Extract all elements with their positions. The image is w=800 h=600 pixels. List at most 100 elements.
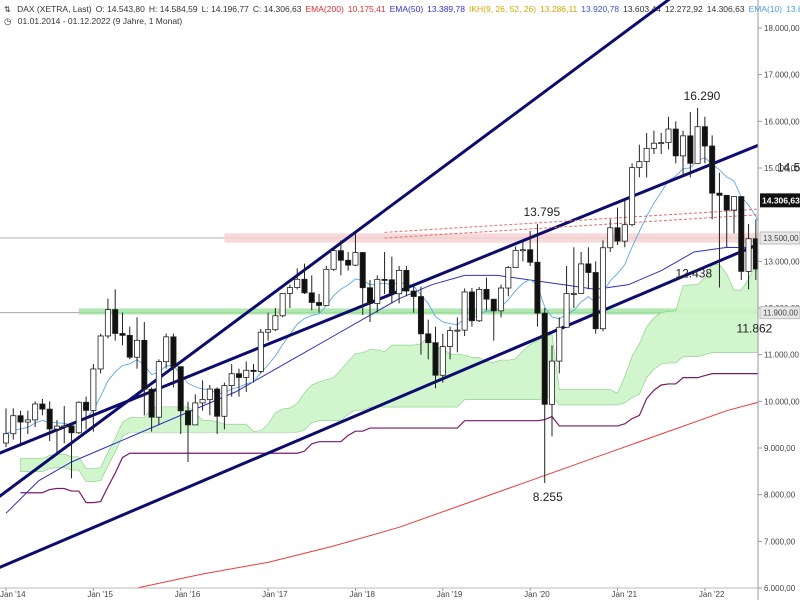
price-annotation: 13.795 <box>523 205 560 219</box>
legend-entry: 13.819,33 <box>786 4 800 14</box>
y-tick-label: 15.000,00 <box>764 164 800 173</box>
legend-entry: 10.175,41 <box>347 4 386 14</box>
y-tick-label: 6.000,00 <box>764 584 796 593</box>
candle-body <box>374 279 381 304</box>
x-tick-label: Jan '15 <box>87 590 113 599</box>
resistance-line <box>384 214 758 239</box>
candle-body <box>272 315 279 331</box>
candle <box>243 361 250 392</box>
candle-body <box>345 259 352 266</box>
level-label-box: 13.500,00 <box>759 231 800 245</box>
candle <box>607 219 614 252</box>
x-tick-label: Jan '17 <box>262 590 288 599</box>
candle-body <box>366 287 373 304</box>
candle-body <box>279 293 286 317</box>
candle <box>228 364 235 397</box>
candle <box>265 312 272 341</box>
candle <box>359 252 366 315</box>
candle-body <box>461 291 468 331</box>
candle <box>316 294 323 313</box>
legend-entry: DAX (XETRA, Last) <box>17 4 92 14</box>
candle <box>592 261 599 334</box>
candle <box>53 420 60 453</box>
ema200-line <box>134 401 758 588</box>
candle-body <box>301 278 308 294</box>
candle <box>221 382 228 430</box>
candle-body <box>439 346 446 376</box>
x-tick-label: Jan '19 <box>437 590 463 599</box>
candle <box>425 319 432 360</box>
candle-body <box>417 296 424 335</box>
date-range-row: ◷ 01.01.2014 - 01.12.2022 (9 Jahre, 1 Mo… <box>4 16 186 27</box>
candle-body <box>163 336 170 363</box>
candle <box>585 247 592 290</box>
candle-body <box>527 249 534 263</box>
instrument-icon: ⇅ <box>4 5 11 14</box>
candle-body <box>447 330 454 347</box>
candle-body <box>177 366 184 412</box>
candle-body <box>701 126 708 147</box>
candle-body <box>761 269 766 303</box>
candle <box>636 144 643 178</box>
candle <box>83 396 90 430</box>
candle <box>403 266 410 297</box>
candle <box>126 326 133 360</box>
candle-body <box>425 333 432 344</box>
candle <box>374 275 381 313</box>
y-tick-label: 17.000,00 <box>764 71 800 80</box>
candle-body <box>694 126 701 164</box>
candle-body <box>155 361 162 418</box>
candle-body <box>359 252 366 289</box>
candle-body <box>585 263 592 273</box>
candle-body <box>243 369 250 378</box>
candle <box>250 364 257 383</box>
candle-body <box>46 408 53 430</box>
candle-body <box>549 360 556 405</box>
candle <box>694 107 701 164</box>
candle-body <box>519 249 526 252</box>
candle-body <box>75 401 82 434</box>
candle-body <box>199 399 206 404</box>
price-annotation: 16.290 <box>684 89 721 103</box>
legend-entry: 13.286,11 <box>540 4 578 14</box>
candle-body <box>388 279 395 295</box>
candle-body <box>83 401 90 411</box>
candle-body <box>24 419 31 423</box>
candle <box>330 249 337 271</box>
x-tick-label: Jan '21 <box>612 590 638 599</box>
candle <box>716 172 723 288</box>
candle <box>570 247 577 308</box>
candle <box>629 163 636 227</box>
candle <box>396 266 403 304</box>
candle <box>468 287 475 327</box>
candle <box>519 241 526 262</box>
candle-body <box>752 238 758 270</box>
x-tick-label: Jan '16 <box>175 590 201 599</box>
candle <box>155 359 162 425</box>
candle <box>192 394 199 426</box>
candle <box>199 380 206 411</box>
candle <box>24 410 31 434</box>
candle <box>745 224 752 290</box>
legend-entry: C: 14.306,63 <box>252 4 302 14</box>
candle <box>498 284 505 318</box>
candle-body <box>731 196 738 211</box>
candle <box>112 289 119 341</box>
candle <box>527 231 534 266</box>
level-label: 13.500,00 <box>763 234 799 243</box>
candle-body <box>316 302 323 306</box>
candle <box>768 247 773 302</box>
candle <box>134 317 141 369</box>
candle-body <box>337 250 344 261</box>
candle <box>184 401 191 462</box>
candle <box>731 196 738 234</box>
candle-body <box>745 238 752 272</box>
candle-body <box>90 368 97 411</box>
candle <box>104 298 111 339</box>
candle-body <box>534 261 541 314</box>
candle-body <box>505 267 512 289</box>
candle <box>556 317 563 374</box>
candle-body <box>250 369 257 372</box>
